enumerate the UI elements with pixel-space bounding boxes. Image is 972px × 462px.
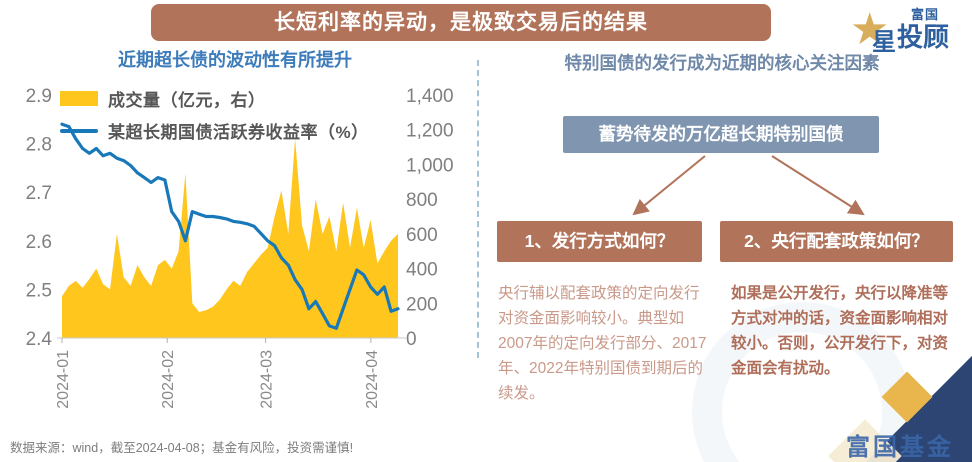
legend-item-volume: 成交量（亿元，右） (60, 86, 369, 111)
yield-swatch-icon (60, 128, 98, 133)
right-axis-label: 600 (406, 225, 438, 246)
question2-body: 如果是公开发行，央行以降准等方式对冲的话，资金面影响相对较小。否则，公开发行下，… (731, 285, 949, 378)
right-axis-label: 1,200 (406, 121, 454, 142)
x-axis-label: 2024-02 (160, 350, 177, 409)
brand-name-main: 投顾 (897, 22, 950, 52)
left-axis-label: 2.6 (26, 232, 52, 253)
right-axis-label: 200 (406, 294, 438, 315)
left-axis-label: 2.5 (26, 280, 52, 301)
right-panel-title: 特别国债的发行成为近期的核心关注因素 (564, 53, 880, 73)
left-axis-label: 2.4 (26, 329, 53, 350)
x-axis-label: 2024-01 (55, 350, 72, 409)
watermark-brand-text: 富国基金 (846, 434, 954, 461)
brand-name-small: 富国 (911, 7, 940, 22)
yield-line-series (60, 122, 400, 330)
brand-text: 富国 投顾 (897, 4, 949, 51)
bond-chart: 2.9 2.8 2.7 2.6 2.5 2.4 1,400 1,200 1,000 800 600 4… (26, 86, 454, 409)
data-source-disclaimer: 数据来源：wind，截至2024-04-08；基金有风险，投资需谨慎! (10, 441, 354, 455)
volume-area-series (62, 138, 398, 338)
question1-box: 1、发行方式如何？ (497, 221, 702, 262)
right-axis-label: 1,400 (406, 86, 454, 107)
watermark-emblem: 富国基金 (822, 337, 972, 462)
x-axis-label: 2024-03 (259, 350, 276, 409)
left-axis-label: 2.8 (26, 135, 52, 156)
legend-label-volume: 成交量（亿元，右） (108, 91, 266, 110)
right-axis-label: 1,000 (406, 155, 454, 176)
panel-divider (477, 60, 479, 358)
chart-title: 近期超长债的波动性有所提升 (118, 50, 352, 70)
question2-box: 2、央行配套政策如何？ (720, 221, 953, 262)
legend-label-yield: 某超长期国债活跃券收益率（%） (108, 123, 369, 142)
branch-arrows-icon (632, 155, 865, 216)
question1-body: 央行辅以配套政策的定向发行对资金面影响较小。典型如2007年的定向发行部分、20… (498, 285, 707, 403)
right-axis-label: 400 (406, 260, 438, 281)
chart-legend: 成交量（亿元，右） 某超长期国债活跃券收益率（%） (60, 86, 369, 150)
left-axis-label: 2.7 (26, 183, 52, 204)
legend-item-yield: 某超长期国债活跃券收益率（%） (60, 118, 369, 143)
page-title: 长短利率的异动，是极致交易后的结果 (151, 4, 771, 41)
right-axis-label: 0 (406, 329, 417, 350)
right-axis-label: 800 (406, 190, 438, 211)
star-icon: ★ (850, 5, 890, 54)
x-axis-label: 2024-04 (364, 350, 381, 409)
volume-swatch-icon (60, 91, 98, 106)
highlight-box: 蓄势待发的万亿超长期特别国债 (563, 116, 879, 153)
brand-star-char: 星 (872, 29, 896, 56)
brand-logo: ★ 星 富国 投顾 (850, 2, 968, 60)
left-axis-label: 2.9 (26, 86, 52, 107)
